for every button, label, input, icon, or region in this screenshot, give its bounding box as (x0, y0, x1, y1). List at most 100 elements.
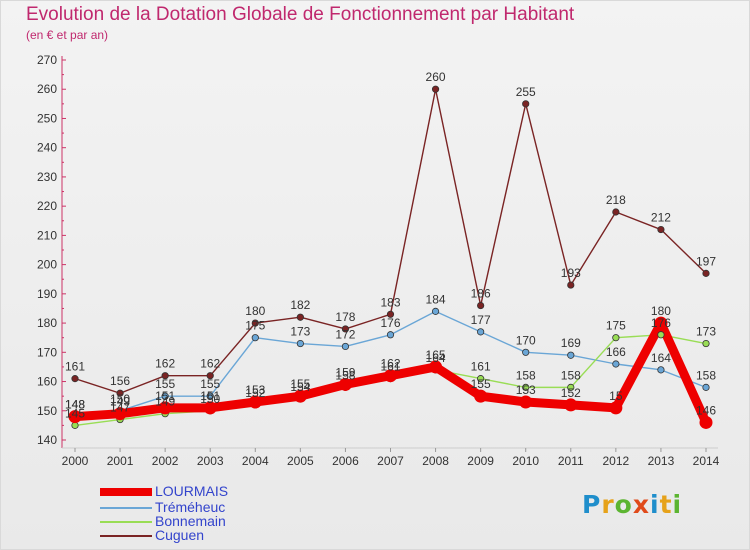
point-tremeheuc (567, 351, 575, 359)
data-label-tremeheuc: 148 (65, 398, 85, 412)
point-tremeheuc (702, 383, 710, 391)
point-lourmais (519, 395, 533, 409)
data-label-tremeheuc: 169 (561, 336, 581, 350)
point-cuguen (477, 301, 485, 310)
chart-points (68, 85, 713, 429)
point-lourmais (564, 398, 578, 412)
data-label-cuguen: 186 (471, 287, 491, 301)
data-label-tremeheuc: 164 (651, 351, 671, 365)
point-lourmais (384, 369, 397, 383)
data-label-cuguen: 178 (335, 310, 355, 324)
x-tick-label: 2012 (603, 454, 630, 468)
point-cuguen (657, 225, 665, 234)
data-label-cuguen: 183 (380, 295, 400, 309)
point-cuguen (431, 85, 440, 93)
legend-label-bonnemain: Bonnemain (155, 513, 226, 529)
data-label-tremeheuc: 150 (110, 392, 130, 406)
x-tick-label: 2005 (287, 454, 314, 468)
data-label-lourmais: 155 (471, 377, 491, 391)
x-tick-label: 2013 (648, 454, 675, 468)
y-tick-label: 210 (37, 228, 57, 242)
legend-swatch-cuguen (100, 535, 152, 537)
data-label-bonnemain: 147 (110, 401, 130, 415)
point-bonnemain (702, 339, 710, 348)
data-label-lourmais: 152 (561, 386, 581, 400)
data-label-lourmais: 153 (245, 383, 265, 397)
data-label-cuguen: 197 (696, 254, 716, 268)
point-tremeheuc (522, 348, 530, 356)
data-label-bonnemain: 150 (200, 392, 220, 406)
data-label-lourmais: 148 (65, 398, 85, 412)
point-lourmais (203, 401, 217, 415)
y-tick-label: 260 (37, 82, 57, 96)
point-tremeheuc (206, 392, 214, 400)
point-lourmais (474, 389, 488, 403)
data-label-cuguen: 180 (245, 304, 265, 318)
x-tick-label: 2004 (242, 454, 269, 468)
logo-letter: i (650, 490, 660, 519)
x-tick-label: 2006 (332, 454, 359, 468)
data-label-lourmais: 151 (155, 389, 175, 403)
y-tick-label: 240 (37, 141, 57, 155)
y-tick-label: 180 (37, 316, 57, 330)
data-label-bonnemain: 149 (155, 395, 175, 409)
point-cuguen (702, 269, 710, 277)
point-lourmais (248, 395, 262, 409)
point-bonnemain (612, 334, 620, 342)
x-tick-label: 2010 (512, 454, 539, 468)
data-label-tremeheuc: 166 (606, 345, 626, 359)
point-cuguen (206, 372, 214, 380)
data-label-bonnemain: 176 (651, 316, 671, 330)
data-label-bonnemain: 173 (696, 325, 716, 339)
data-label-lourmais: 15 (609, 389, 623, 403)
data-label-tremeheuc: 175 (245, 319, 265, 333)
data-label-tremeheuc: 177 (471, 313, 491, 327)
data-label-lourmais: 159 (335, 365, 355, 379)
point-cuguen (116, 389, 124, 397)
point-cuguen (296, 313, 304, 321)
point-cuguen (251, 319, 259, 327)
y-tick-label: 160 (37, 375, 57, 389)
data-label-lourmais: 155 (290, 377, 310, 391)
data-label-tremeheuc: 170 (516, 333, 536, 347)
data-label-bonnemain: 161 (471, 360, 491, 374)
legend-swatch-bonnemain (100, 521, 152, 523)
point-tremeheuc (477, 328, 485, 336)
x-tick-label: 2014 (693, 454, 720, 468)
chart-title: Evolution de la Dotation Globale de Fonc… (26, 4, 575, 25)
point-bonnemain (71, 421, 79, 429)
legend-label-cuguen: Cuguen (155, 527, 205, 543)
data-label-bonnemain: 158 (335, 368, 355, 382)
point-bonnemain (657, 331, 665, 339)
point-lourmais (338, 377, 352, 391)
point-tremeheuc (161, 392, 169, 400)
point-cuguen (612, 208, 620, 216)
logo-letter: o (614, 490, 633, 519)
y-tick-label: 250 (37, 111, 57, 125)
point-bonnemain (477, 375, 485, 383)
chart-data-labels: 161 156 162 162 180 182 178 183 260 186 255 193 218 2… (65, 70, 716, 420)
logo-letter: P (582, 490, 602, 519)
y-tick-label: 230 (37, 170, 57, 184)
x-tick-label: 2002 (152, 454, 179, 468)
data-label-cuguen: 162 (200, 357, 220, 371)
point-tremeheuc (251, 334, 259, 342)
logo-letter: r (601, 490, 615, 519)
data-label-lourmais: 162 (380, 357, 400, 371)
data-label-lourmais: 149 (110, 395, 130, 409)
point-cuguen (567, 281, 575, 289)
x-tick-label: 2003 (197, 454, 224, 468)
y-tick-label: 220 (37, 199, 57, 213)
data-label-bonnemain: 175 (606, 319, 626, 333)
data-label-tremeheuc: 172 (335, 327, 355, 341)
y-tick-label: 170 (37, 345, 57, 359)
point-tremeheuc (386, 331, 395, 339)
legend-label-lourmais: LOURMAIS (155, 483, 229, 499)
data-label-bonnemain: 152 (245, 386, 265, 400)
data-label-tremeheuc: 176 (380, 316, 400, 330)
point-lourmais (654, 316, 668, 330)
data-label-bonnemain: 158 (516, 368, 536, 382)
point-lourmais (699, 415, 713, 429)
point-lourmais (293, 389, 307, 403)
data-label-tremeheuc: 173 (290, 325, 310, 339)
